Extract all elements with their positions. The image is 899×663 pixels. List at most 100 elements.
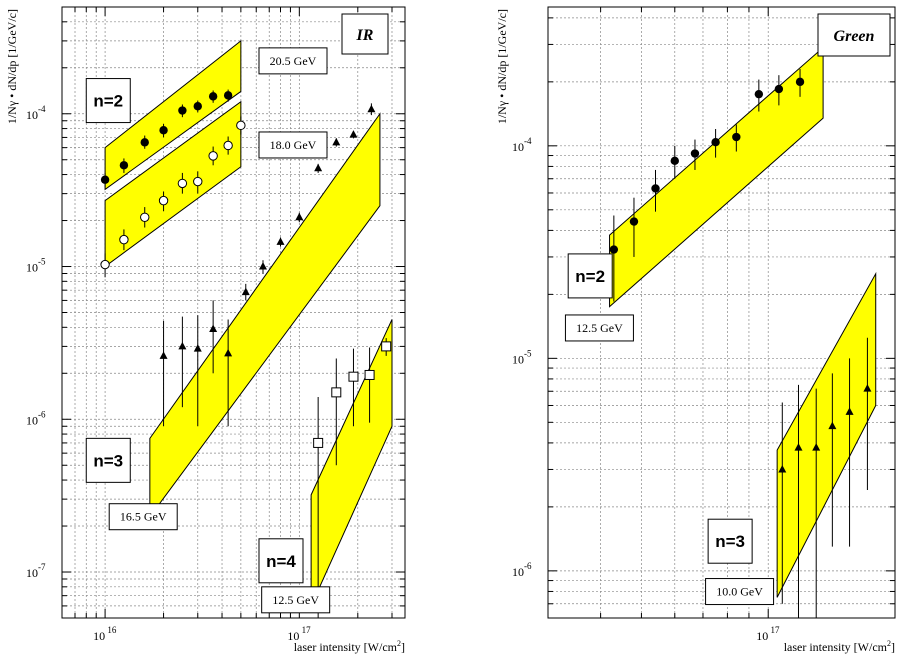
y-tick-label: 10-4	[512, 136, 532, 154]
panel-2: 10 17 10-6 10-5 10-4 laser intensity [W/cm2]…	[495, 6, 896, 654]
y-tick-label: 10-5	[26, 257, 46, 275]
data-point	[140, 212, 150, 222]
data-point	[754, 89, 764, 99]
data-point	[651, 184, 660, 193]
data-point	[690, 149, 700, 158]
order-label: n=4	[266, 552, 296, 571]
data-point	[778, 464, 787, 473]
energy-label: 18.0 GeV	[270, 138, 317, 152]
data-point	[209, 324, 218, 332]
y-tick-label: 10-6	[26, 409, 46, 427]
data-point	[812, 443, 821, 451]
data-point	[348, 371, 359, 382]
energy-label: 20.5 GeV	[270, 54, 317, 68]
y-tick-label: 10-7	[26, 562, 46, 580]
data-point	[224, 348, 233, 357]
data-point	[177, 178, 188, 189]
order-label: n=3	[93, 451, 123, 470]
data-point	[140, 138, 149, 147]
data-point	[670, 156, 679, 166]
plot-frame	[547, 6, 896, 619]
data-point	[223, 140, 233, 151]
order-label-box	[85, 78, 131, 124]
y-axis-label: 1/Nγ • dN/dp [1/GeV/c]	[495, 9, 509, 124]
title-box	[341, 13, 389, 55]
y-axis-label: 1/Nγ • dN/dp [1/GeV/c]	[5, 9, 19, 124]
data-point	[332, 137, 341, 146]
data-point	[313, 437, 324, 448]
chart-title: IR	[356, 27, 374, 44]
data-point	[119, 234, 129, 245]
data-point	[158, 195, 169, 206]
data-point	[119, 161, 129, 170]
energy-label-box	[564, 314, 634, 342]
grid	[547, 7, 896, 619]
data-point	[845, 407, 854, 415]
order-label: n=3	[715, 532, 745, 551]
band-1	[609, 46, 824, 308]
data-point	[863, 384, 872, 392]
data-point	[349, 130, 358, 138]
data-point	[629, 217, 639, 226]
data-point	[178, 106, 187, 115]
data-point	[828, 421, 837, 430]
band-2	[104, 100, 242, 268]
energy-label-box	[258, 47, 328, 75]
energy-label-box	[258, 131, 328, 159]
order-label-box	[85, 437, 131, 483]
data-point	[193, 176, 203, 187]
data-point	[276, 237, 285, 245]
y-tick-label: 10-6	[512, 561, 532, 579]
data-point	[364, 369, 375, 380]
energy-label-box	[261, 586, 331, 614]
energy-label: 12.5 GeV	[576, 321, 623, 335]
data-point	[258, 262, 267, 270]
order-label: n=2	[575, 267, 605, 286]
data-point	[178, 341, 187, 350]
chart-title: Green	[834, 28, 875, 45]
order-label-box	[567, 253, 613, 299]
data-point	[193, 102, 202, 111]
data-point	[223, 91, 233, 100]
y-tick-label: 10-4	[26, 104, 46, 122]
energy-label-box	[705, 578, 775, 606]
order-label: n=2	[93, 92, 123, 111]
energy-label: 12.5 GeV	[272, 593, 319, 607]
data-point	[159, 351, 168, 359]
data-point	[314, 163, 323, 172]
data-point	[609, 245, 619, 254]
data-point	[241, 287, 250, 296]
y-tick-label: 10-5	[512, 348, 532, 366]
data-point	[208, 92, 218, 101]
x-axis-label: laser intensity [W/cm2]	[784, 639, 895, 654]
data-point	[711, 137, 720, 147]
data-point	[208, 151, 218, 161]
energy-label: 10.0 GeV	[716, 585, 763, 599]
x-tick-label: 10 16	[93, 625, 117, 643]
data-point	[795, 77, 805, 87]
data-point	[367, 104, 376, 113]
data-point	[774, 84, 784, 94]
data-point	[159, 126, 168, 135]
data-point	[193, 344, 202, 352]
data-point	[732, 132, 741, 142]
data-point	[295, 212, 304, 221]
order-label-box	[258, 538, 304, 584]
energy-label: 16.5 GeV	[120, 510, 167, 524]
data-point	[794, 443, 803, 451]
x-axis-label: laser intensity [W/cm2]	[294, 639, 405, 654]
band-3	[149, 112, 381, 519]
order-label-box	[707, 518, 753, 564]
band-4	[310, 319, 393, 607]
data-point	[381, 341, 392, 352]
title-box	[817, 13, 891, 57]
data-point	[100, 175, 110, 184]
energy-label-box	[108, 503, 178, 531]
data-point	[331, 387, 342, 398]
data-point	[236, 120, 246, 131]
x-tick-label: 10 17	[756, 625, 780, 643]
data-point	[100, 259, 110, 270]
band-2	[776, 271, 877, 598]
